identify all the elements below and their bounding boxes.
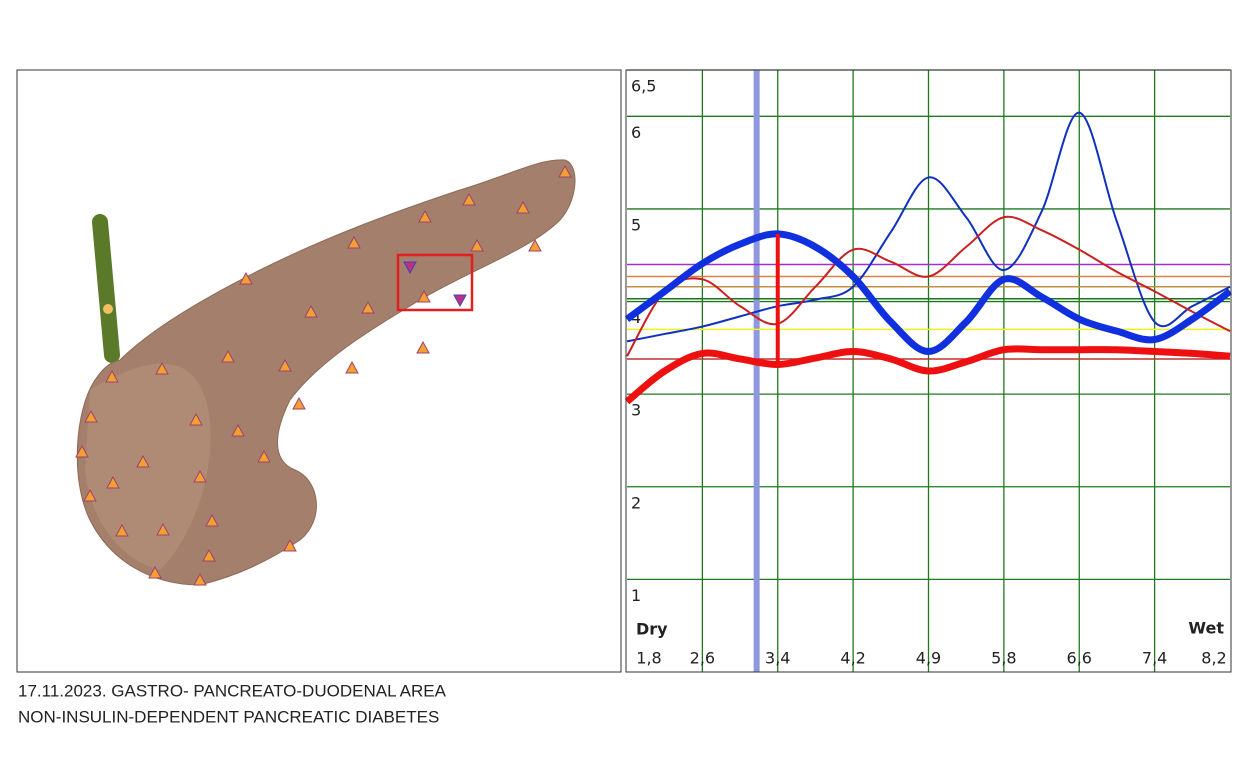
marker: [84, 409, 98, 423]
marker: [278, 358, 292, 372]
y-tick-label: 4: [631, 308, 641, 327]
marker: [417, 289, 431, 303]
x-tick-label: 3,4: [765, 649, 790, 668]
x-tick-label: 7,4: [1142, 649, 1167, 668]
series-line: [626, 215, 1231, 357]
marker: [231, 423, 245, 437]
marker: [155, 361, 169, 375]
marker: [105, 369, 119, 383]
marker: [516, 200, 530, 214]
x-tick-label: 5,8: [991, 649, 1016, 668]
marker: [347, 235, 361, 249]
marker: [202, 548, 216, 562]
marker: [156, 522, 170, 536]
caption: 17.11.2023. GASTRO- PANCREATO-DUODENAL A…: [18, 681, 447, 700]
series-line: [624, 345, 1231, 405]
marker: [193, 469, 207, 483]
y-tick-label: 6,5: [631, 77, 656, 96]
series-line: [624, 230, 1233, 356]
y-tick-label: 3: [631, 401, 641, 420]
axis-end-label: Wet: [1188, 619, 1224, 638]
x-tick-label: 1,8: [636, 649, 661, 668]
marker: [221, 349, 235, 363]
marker: [345, 360, 359, 374]
y-tick-label: 6: [631, 123, 641, 142]
marker: [239, 271, 253, 285]
marker: [558, 164, 572, 178]
axis-end-label: Dry: [636, 620, 668, 639]
y-tick-label: 5: [631, 215, 641, 234]
marker: [257, 449, 271, 463]
marker: [83, 488, 97, 502]
pancreas-illustration: [75, 159, 576, 586]
marker: [189, 412, 203, 426]
marker: [403, 261, 417, 275]
marker: [205, 513, 219, 527]
marker: [462, 192, 476, 206]
x-tick-label: 4,2: [840, 649, 865, 668]
x-tick-label: 2,6: [690, 649, 715, 668]
marker: [193, 572, 207, 586]
marker: [304, 304, 318, 318]
marker: [148, 565, 162, 579]
marker: [416, 340, 430, 354]
marker: [283, 538, 297, 552]
marker: [470, 238, 484, 252]
marker: [528, 238, 542, 252]
x-tick-label: 8,2: [1201, 649, 1226, 668]
marker: [106, 475, 120, 489]
marker: [453, 294, 467, 308]
x-tick-label: 4,9: [916, 649, 941, 668]
marker: [292, 396, 306, 410]
caption: NON-INSULIN-DEPENDENT PANCREATIC DIABETE…: [18, 707, 439, 726]
duct: [92, 214, 120, 363]
marker: [75, 444, 89, 458]
selection-box: [396, 253, 474, 312]
x-tick-label: 6,6: [1067, 649, 1092, 668]
marker: [361, 300, 375, 314]
series-line: [626, 111, 1231, 343]
marker: [115, 523, 129, 537]
y-tick-label: 2: [631, 493, 641, 512]
y-tick-label: 1: [631, 586, 641, 605]
node: [103, 304, 113, 314]
marker: [136, 454, 150, 468]
chart-border: [625, 69, 1232, 673]
marker: [418, 209, 432, 223]
